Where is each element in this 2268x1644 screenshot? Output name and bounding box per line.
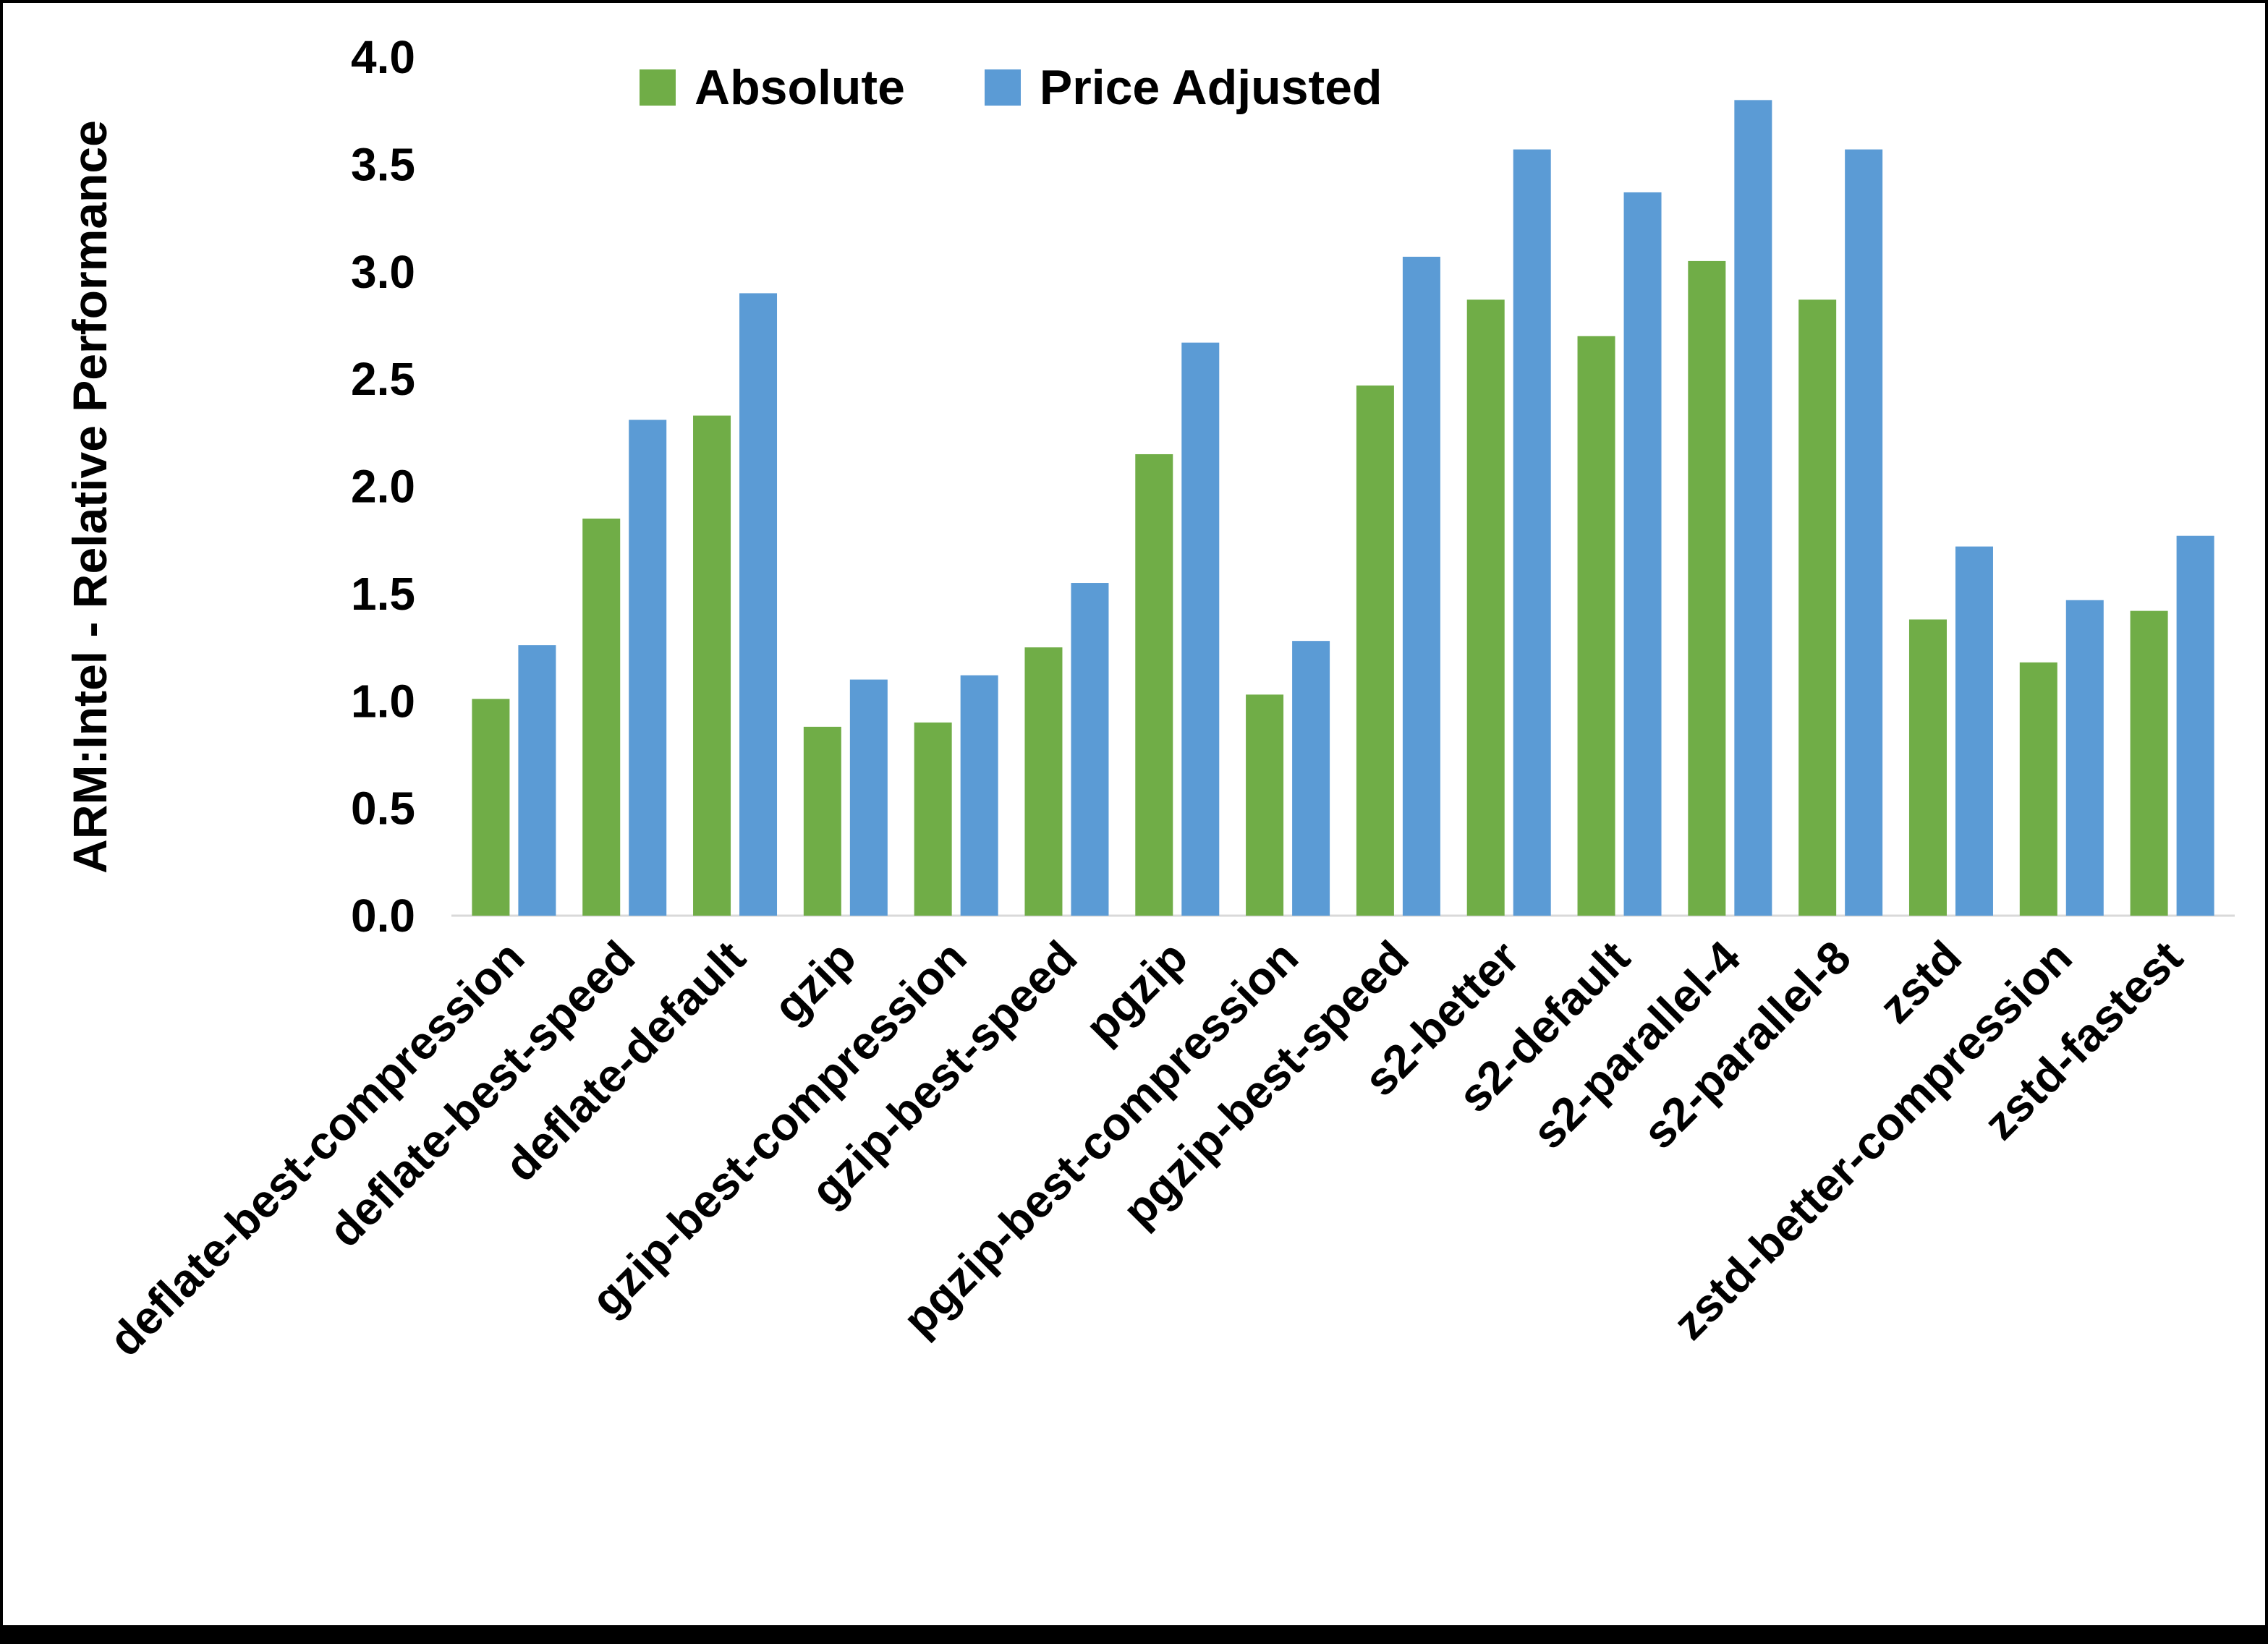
bar-price-adjusted-gzip-best-compression	[960, 675, 998, 916]
y-tick-label: 1.0	[351, 675, 415, 727]
bar-absolute-s2-parallel-8	[1798, 299, 1837, 916]
bar-price-adjusted-zstd-better-compression	[2065, 600, 2104, 916]
bar-absolute-pgzip-best-compression	[1246, 694, 1284, 916]
bar-absolute-deflate-best-compression	[472, 699, 510, 916]
bar-absolute-zstd-better-compression	[2019, 662, 2057, 916]
y-tick-label: 0.5	[351, 783, 415, 835]
bar-absolute-zstd-fastest	[2130, 610, 2168, 916]
legend: Absolute Price Adjusted	[640, 59, 1383, 116]
y-tick-label: 2.5	[351, 353, 415, 405]
bar-price-adjusted-s2-parallel-4	[1734, 100, 1772, 916]
y-tick-label: 3.0	[351, 246, 415, 298]
bar-price-adjusted-zstd-fastest	[2176, 535, 2214, 916]
legend-label-absolute: Absolute	[695, 60, 905, 115]
bar-price-adjusted-zstd	[1955, 546, 1993, 916]
bar-price-adjusted-pgzip	[1181, 342, 1220, 916]
bar-price-adjusted-s2-better	[1513, 149, 1551, 916]
bar-absolute-s2-parallel-4	[1688, 260, 1726, 916]
bar-price-adjusted-gzip	[849, 679, 888, 916]
bar-price-adjusted-gzip-best-speed	[1071, 583, 1109, 916]
bar-price-adjusted-deflate-best-compression	[518, 645, 556, 916]
bar-absolute-gzip-best-compression	[914, 722, 952, 916]
y-tick-label: 4.0	[351, 31, 415, 83]
y-tick-label: 3.5	[351, 138, 415, 190]
bar-price-adjusted-s2-parallel-8	[1845, 149, 1883, 916]
legend-entry-price-adjusted: Price Adjusted	[984, 59, 1383, 116]
bar-price-adjusted-s2-default	[1623, 192, 1662, 916]
bar-absolute-gzip	[803, 726, 841, 916]
legend-label-price-adjusted: Price Adjusted	[1039, 60, 1383, 115]
legend-swatch-absolute	[640, 69, 676, 106]
x-category-label: deflate-best-compression	[99, 931, 535, 1366]
y-tick-label: 2.0	[351, 461, 415, 513]
x-category-label: zstd	[1869, 931, 1971, 1033]
x-category-label: gzip	[763, 931, 865, 1033]
y-tick-label: 0.0	[351, 890, 415, 942]
bar-absolute-zstd	[1908, 619, 1947, 916]
bar-absolute-gzip-best-speed	[1024, 647, 1063, 916]
bar-absolute-s2-default	[1577, 336, 1615, 916]
bar-absolute-s2-better	[1466, 299, 1505, 916]
bar-chart: 0.0 0.5 1.0 1.5 2.0 2.5 3.0 3.5 4.0 deflate-best-…	[99, 31, 2235, 1366]
bar-absolute-pgzip	[1135, 453, 1173, 916]
bar-absolute-deflate-default	[693, 415, 731, 916]
bar-price-adjusted-deflate-best-speed	[629, 419, 667, 916]
bar-price-adjusted-deflate-default	[739, 293, 778, 916]
legend-entry-absolute: Absolute	[640, 59, 905, 116]
bottom-border-bar	[3, 1625, 2265, 1641]
y-axis-title: ARM:Intel - Relative Performance	[63, 120, 116, 874]
bar-absolute-pgzip-best-speed	[1356, 386, 1394, 916]
bar-absolute-deflate-best-speed	[582, 519, 621, 916]
bar-price-adjusted-pgzip-best-speed	[1402, 256, 1440, 916]
y-tick-label: 1.5	[351, 568, 415, 620]
legend-swatch-price-adjusted	[984, 69, 1021, 106]
bar-price-adjusted-pgzip-best-compression	[1292, 641, 1330, 916]
